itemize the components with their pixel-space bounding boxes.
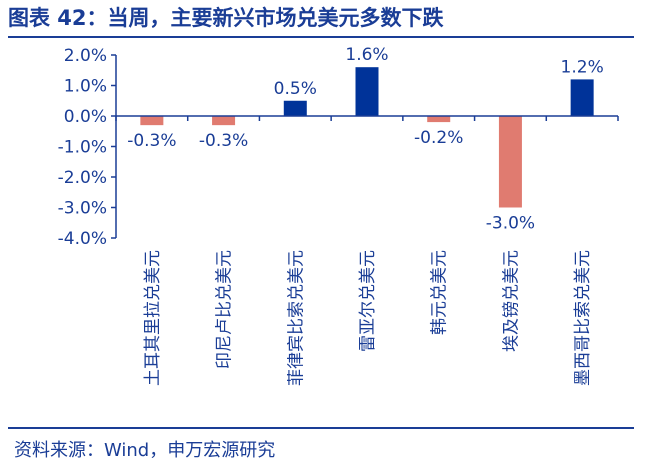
y-tick-label: -4.0%	[58, 229, 107, 249]
title-divider	[8, 36, 634, 38]
y-tick-label: -2.0%	[58, 168, 107, 188]
category-label: 印尼卢比兑美元	[215, 250, 235, 369]
x-axis	[115, 115, 619, 121]
bar	[427, 116, 451, 123]
bar	[283, 100, 307, 116]
bars	[140, 67, 594, 208]
y-tick-label: 1.0%	[64, 77, 107, 97]
chart-title: 图表 42：当周，主要新兴市场兑美元多数下跌	[8, 6, 444, 30]
source-note: 资料来源：Wind，申万宏源研究	[14, 440, 276, 461]
data-label: -0.3%	[199, 131, 248, 151]
bar	[140, 116, 164, 126]
footer-divider	[8, 427, 634, 429]
data-label: -0.3%	[127, 131, 176, 151]
y-tick-label: 2.0%	[64, 46, 107, 66]
category-labels: 土耳其里拉兑美元 印尼卢比兑美元 菲律宾比索兑美元 雷亚尔兑美元 韩元兑美元 埃及镑兑美元…	[143, 250, 593, 386]
data-label: -0.2%	[414, 128, 463, 148]
y-tick-label: -1.0%	[58, 138, 107, 158]
category-label: 土耳其里拉兑美元	[143, 250, 163, 386]
data-label: 1.2%	[561, 57, 604, 77]
bar	[570, 79, 594, 116]
bar	[355, 67, 379, 116]
bar	[212, 116, 236, 126]
data-label: 0.5%	[274, 79, 317, 99]
data-labels: -0.3% -0.3% 0.5% 1.6% -0.2% -3.0% 1.2%	[127, 45, 604, 233]
y-axis: 2.0% 1.0% 0.0% -1.0% -2.0% -3.0% -4.0%	[58, 46, 117, 249]
category-label: 菲律宾比索兑美元	[286, 250, 306, 386]
category-label: 雷亚尔兑美元	[358, 250, 378, 352]
category-label: 韩元兑美元	[430, 250, 450, 335]
category-label: 埃及镑兑美元	[501, 250, 521, 352]
data-label: 1.6%	[345, 45, 388, 65]
bar-chart: 2.0%1.0%0.0%-1.0%-2.0%-3.0%-4.0% -0.3% -0…	[58, 45, 619, 386]
bar	[498, 116, 522, 208]
y-tick-label: -3.0%	[58, 199, 107, 219]
y-tick-label: 0.0%	[64, 107, 107, 127]
category-label: 墨西哥比索兑美元	[573, 250, 593, 386]
data-label: -3.0%	[486, 214, 535, 234]
